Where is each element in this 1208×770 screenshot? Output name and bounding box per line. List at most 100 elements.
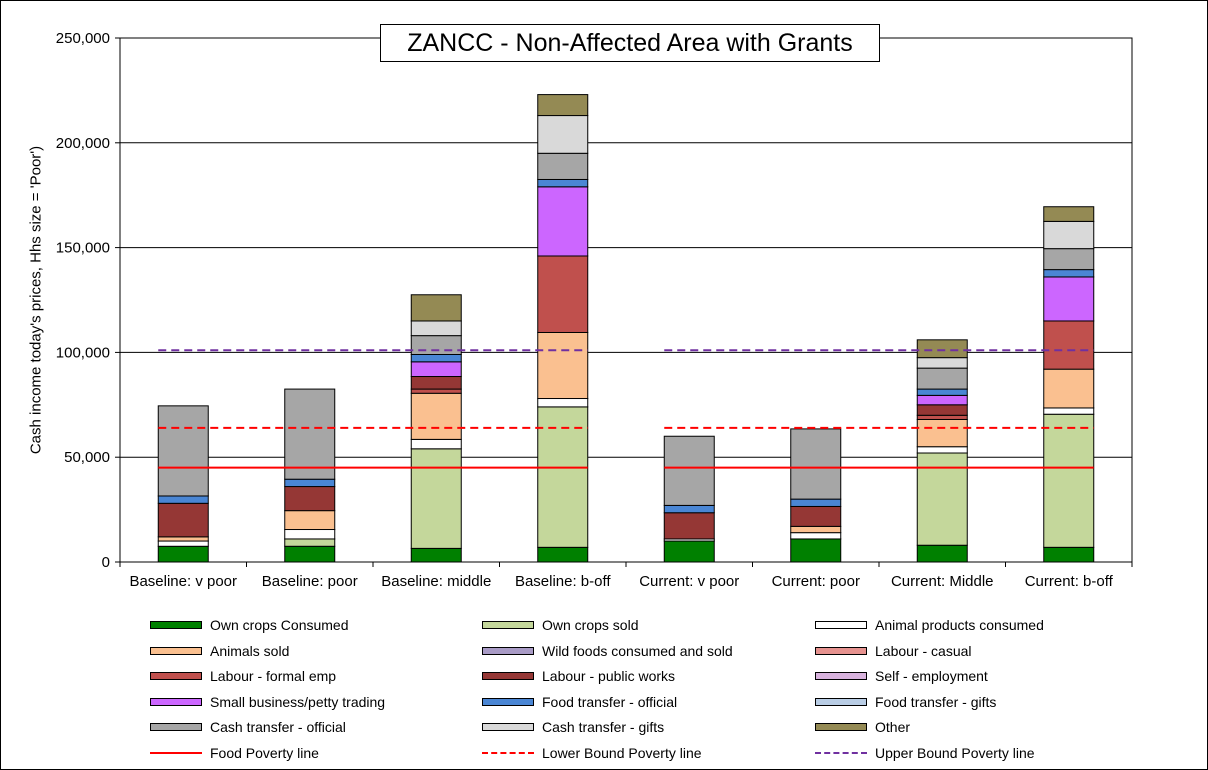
y-tick-label: 250,000	[56, 30, 110, 47]
legend-label: Animal products consumed	[875, 617, 1044, 633]
chart-title: ZANCC - Non-Affected Area with Grants	[380, 24, 880, 62]
legend-item: Own crops Consumed	[150, 614, 349, 636]
bar-segment	[410, 448, 462, 549]
legend-item: Labour - formal emp	[150, 665, 336, 687]
bar-segment	[537, 94, 589, 117]
bar-segment	[1043, 220, 1095, 250]
legend-swatch	[815, 723, 867, 731]
bar-segment	[537, 331, 589, 400]
legend-label: Labour - casual	[875, 642, 972, 659]
bar-segment	[537, 186, 589, 257]
legend-swatch	[482, 646, 534, 655]
bar-segment	[663, 540, 715, 563]
legend-swatch	[482, 723, 534, 731]
bar-segment	[790, 498, 842, 507]
bar-segment	[916, 446, 968, 454]
bar-segment	[916, 544, 968, 563]
bar-segment	[916, 388, 968, 396]
legend: Own crops Consumed Own crops sold Animal p…	[150, 614, 1150, 764]
bar-segment	[284, 510, 336, 531]
legend-item: Labour - public works	[482, 665, 675, 687]
bar-segment	[284, 545, 336, 563]
bar-segment	[790, 428, 842, 500]
legend-item: Small business/petty trading	[150, 691, 385, 713]
x-tick-label: Current: v poor	[639, 573, 739, 590]
bar-segment	[537, 398, 589, 408]
legend-label: Upper Bound Poverty line	[875, 744, 1035, 761]
bar-segment	[410, 335, 462, 355]
legend-label: Own crops sold	[542, 617, 639, 633]
x-tick-label: Current: poor	[772, 573, 860, 590]
bar-segment	[410, 392, 462, 440]
y-tick-label: 50,000	[64, 449, 110, 466]
y-tick-label: 0	[102, 554, 110, 571]
y-tick-label: 200,000	[56, 135, 110, 152]
bar-segment	[1043, 206, 1095, 222]
legend-swatch	[150, 697, 202, 706]
bar-segment	[410, 376, 462, 390]
bar-segment	[790, 532, 842, 540]
bar-segment	[284, 538, 336, 547]
legend-swatch	[815, 672, 867, 680]
legend-label: Food transfer - gifts	[875, 693, 997, 710]
legend-item: Upper Bound Poverty line	[815, 742, 1035, 764]
bar-segment	[916, 414, 968, 420]
bar-segment	[916, 418, 968, 448]
plot-area	[119, 37, 1133, 563]
bar-segment	[157, 405, 209, 497]
legend-item: Self - employment	[815, 665, 988, 687]
y-tick-label: 100,000	[56, 344, 110, 361]
legend-label: Animals sold	[210, 642, 290, 659]
bar-segment	[663, 512, 715, 540]
x-tick-label: Baseline: v poor	[129, 573, 237, 590]
bar-segment	[537, 255, 589, 333]
legend-swatch	[150, 723, 202, 731]
x-tick-label: Current: Middle	[891, 573, 994, 590]
bar-segment	[284, 486, 336, 512]
bar-segment	[537, 546, 589, 563]
legend-swatch	[150, 646, 202, 655]
bar-segment	[410, 438, 462, 450]
bar-segment	[663, 435, 715, 506]
legend-label: Own crops Consumed	[210, 617, 349, 633]
legend-swatch	[815, 751, 867, 754]
legend-swatch	[150, 751, 202, 754]
bar-segment	[410, 353, 462, 363]
legend-item: Labour - casual	[815, 640, 972, 662]
bar-segment	[1043, 269, 1095, 278]
legend-swatch	[815, 621, 867, 629]
legend-label: Cash transfer - official	[210, 719, 346, 735]
legend-label: Labour - public works	[542, 668, 676, 684]
bar-segment	[790, 505, 842, 527]
x-tick-label: Baseline: middle	[381, 573, 491, 590]
bar-segment	[537, 115, 589, 154]
bar-segment	[410, 547, 462, 563]
x-tick-label: Current: b-off	[1025, 573, 1114, 590]
bar-segment	[1043, 320, 1095, 370]
legend-item: Food transfer - gifts	[815, 691, 996, 713]
legend-item: Cash transfer - official	[150, 716, 346, 738]
y-axis-title: Cash income today's prices, Hhs size = '…	[27, 145, 45, 455]
bar-segment	[790, 538, 842, 563]
bar-segment	[916, 339, 968, 359]
legend-swatch	[815, 646, 867, 655]
legend-item: Cash transfer - gifts	[482, 716, 664, 738]
legend-label: Self - employment	[875, 668, 988, 684]
bar-segment	[537, 178, 589, 188]
bar-segment	[916, 357, 968, 369]
bar-segment	[1043, 248, 1095, 271]
bar-segment	[1043, 407, 1095, 415]
bar-segment	[537, 406, 589, 548]
legend-swatch	[150, 621, 202, 629]
bar-segment	[284, 529, 336, 540]
bar-segment	[410, 294, 462, 322]
bar-segment	[916, 394, 968, 406]
bar-segment	[790, 525, 842, 534]
bar-segment	[157, 545, 209, 563]
bar-segment	[916, 404, 968, 416]
bar-segment	[410, 388, 462, 394]
legend-item: Wild foods consumed and sold	[482, 640, 733, 662]
bar-segment	[157, 495, 209, 504]
bar-segment	[663, 504, 715, 514]
